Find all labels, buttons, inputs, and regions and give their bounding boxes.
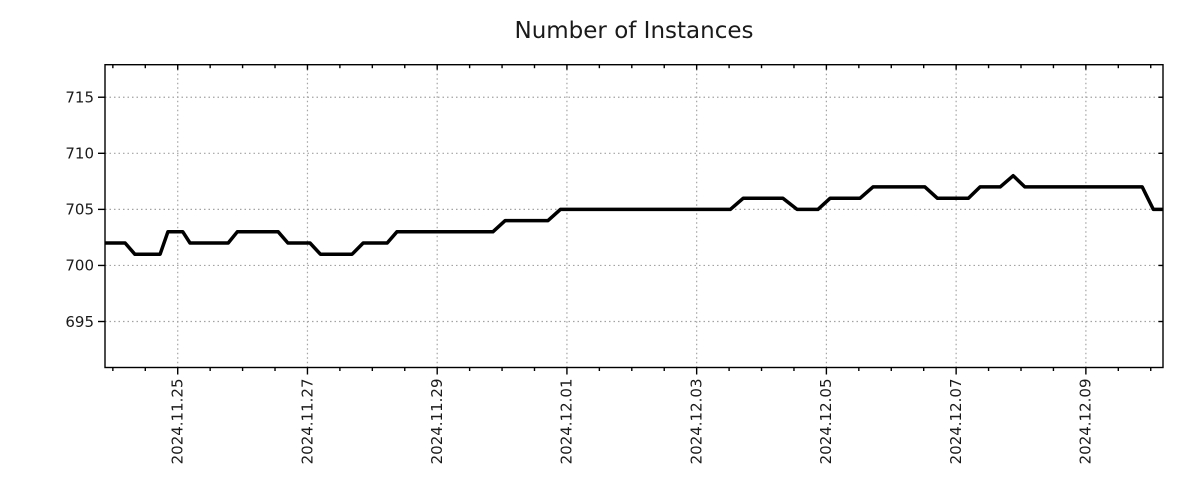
x-tick-label: 2024.12.07 [947, 379, 965, 465]
y-tick-label: 710 [65, 145, 94, 163]
label-layer: 695 700 705 710 715 2024.11.25 2024.11.27 2024.… [65, 88, 1094, 464]
plot-frame [104, 63, 1164, 369]
data-line-instances [105, 173, 1163, 256]
x-tick-label: 2024.12.03 [687, 379, 705, 465]
x-tick-label: 2024.11.27 [298, 379, 316, 465]
series-layer [105, 173, 1163, 256]
y-tick-label: 695 [65, 313, 94, 331]
y-tick-label: 705 [65, 201, 94, 219]
x-tick-label: 2024.11.25 [169, 379, 187, 465]
y-tick-label: 715 [65, 88, 94, 106]
tick-layer [98, 64, 1163, 375]
x-tick-label: 2024.12.01 [558, 379, 576, 465]
x-tick-label: 2024.12.05 [817, 379, 835, 465]
y-tick-label: 700 [65, 257, 94, 275]
grid-layer [105, 64, 1163, 368]
x-tick-label: 2024.12.09 [1077, 379, 1095, 465]
x-tick-label: 2024.11.29 [428, 379, 446, 465]
chart-title: Number of Instances [515, 18, 754, 44]
